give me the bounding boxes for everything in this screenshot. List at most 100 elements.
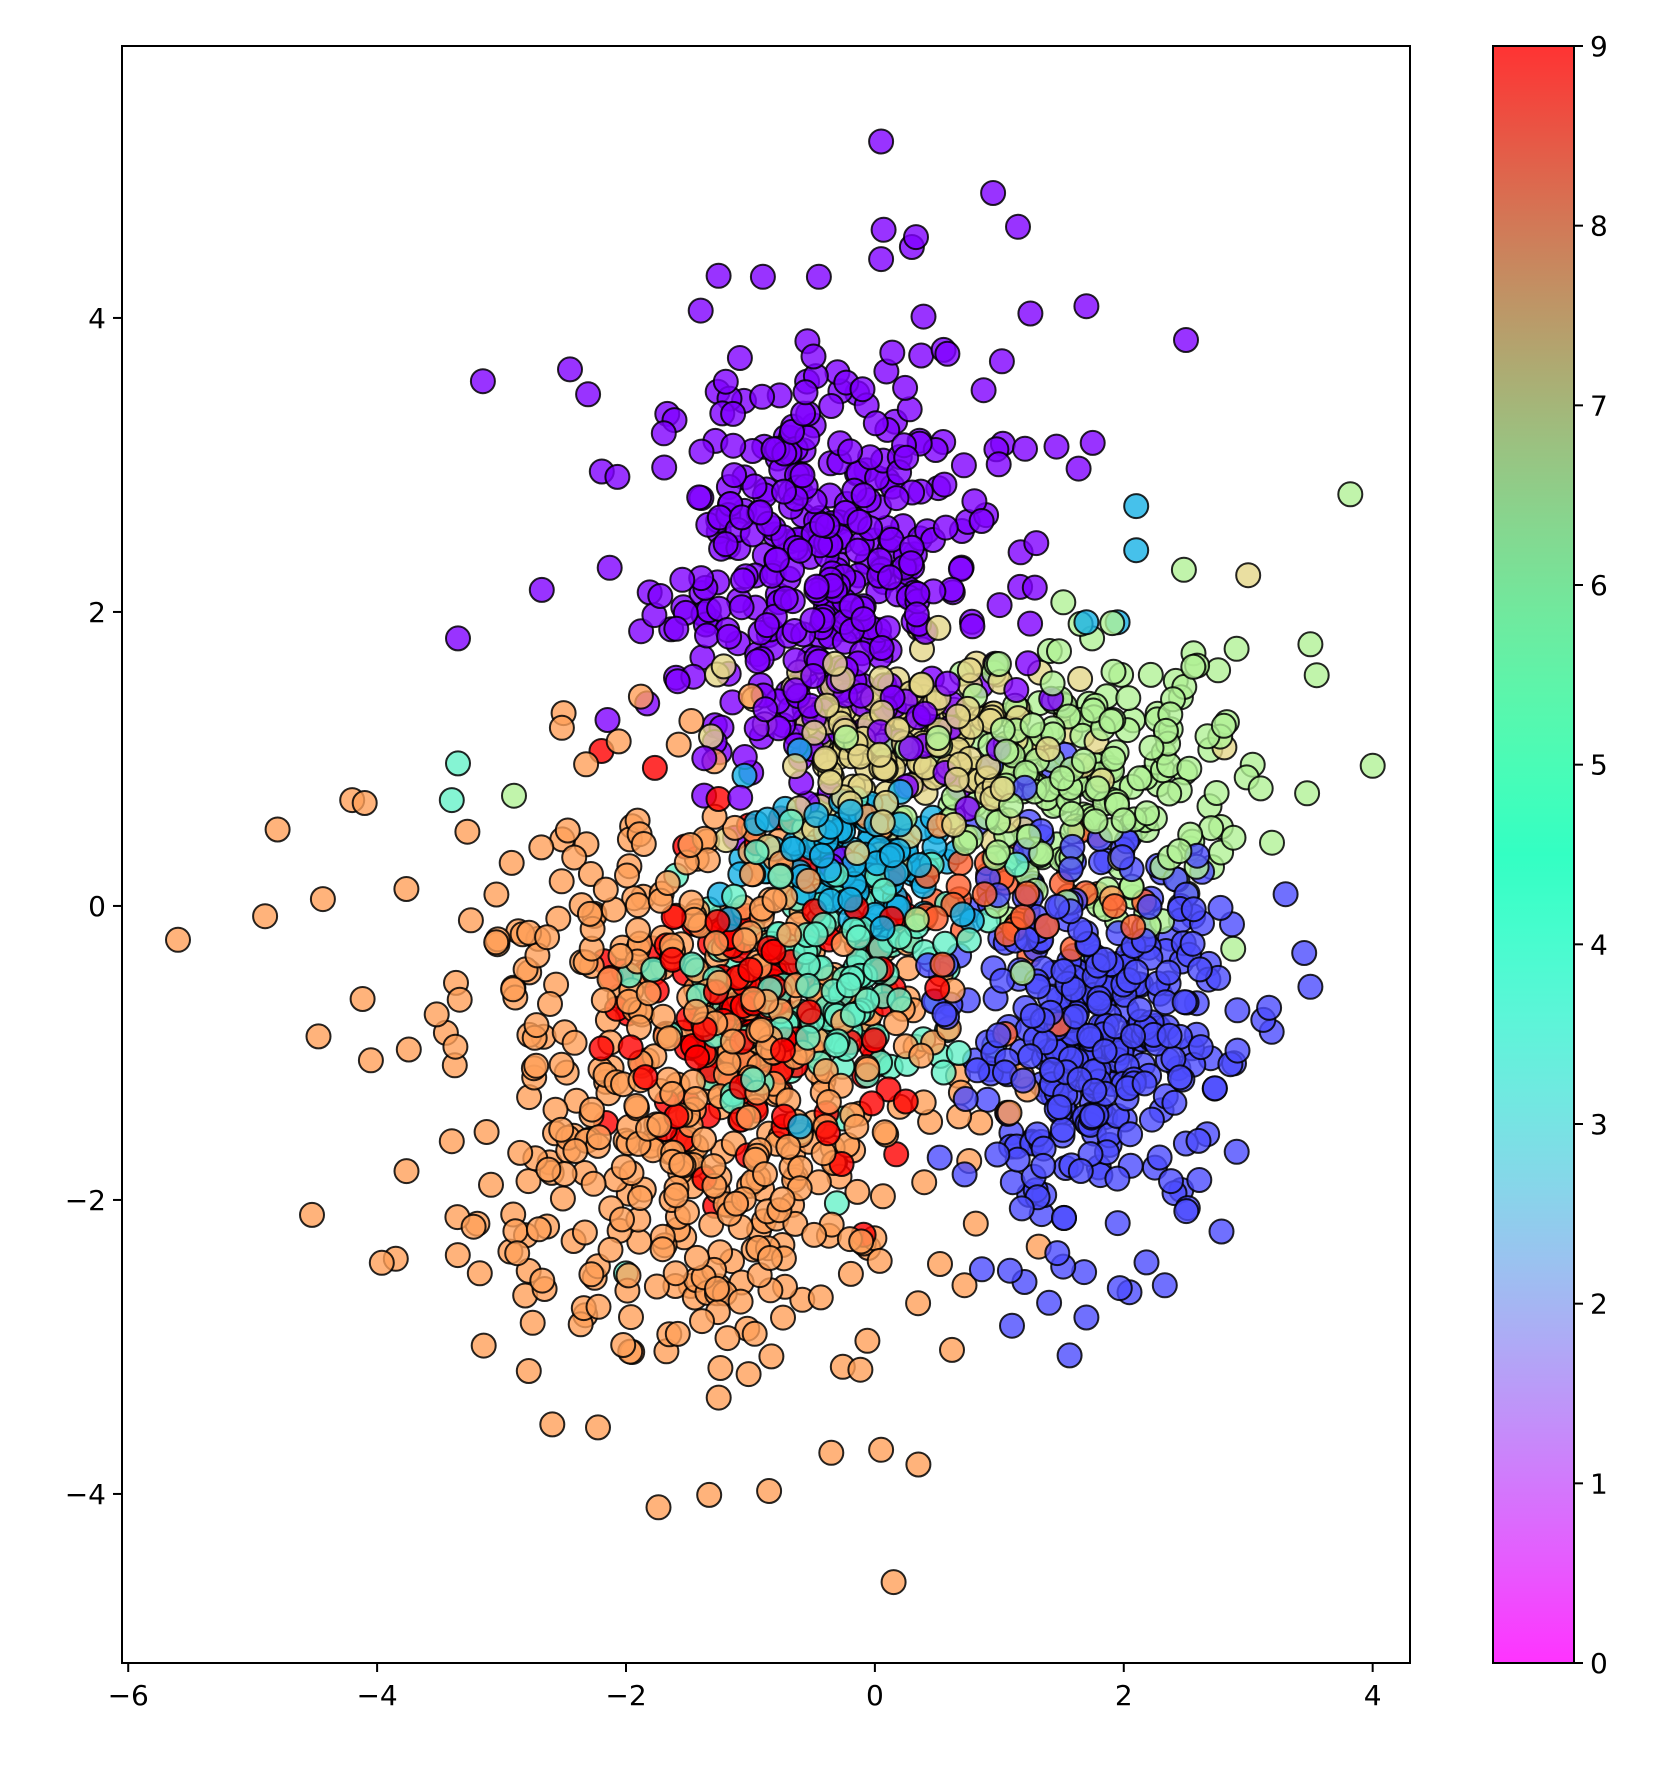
scatter-point-class-5 — [1110, 807, 1137, 834]
scatter-point-class-7 — [854, 1056, 881, 1083]
scatter-point-class-0 — [986, 592, 1013, 619]
scatter-point-class-7 — [478, 1171, 504, 1198]
scatter-point-class-0 — [782, 677, 809, 704]
scatter-point-class-0 — [931, 471, 958, 498]
scatter-point-class-1 — [1079, 1103, 1106, 1130]
scatter-point-class-0 — [868, 128, 895, 155]
scatter-point-class-1 — [931, 1001, 958, 1028]
scatter-point-class-7 — [668, 1151, 695, 1178]
scatter-point-class-4 — [778, 808, 805, 835]
colorbar-tick-label: 3 — [1590, 1108, 1608, 1141]
scatter-point-class-7 — [756, 1245, 783, 1271]
scatter-point-class-1 — [1207, 894, 1234, 921]
scatter-point-class-0 — [594, 707, 621, 733]
scatter-point-class-0 — [1173, 327, 1199, 353]
scatter-point-class-7 — [837, 1260, 864, 1287]
scatter-point-class-0 — [1012, 435, 1038, 462]
scatter-point-class-7 — [525, 1216, 552, 1243]
scatter-point-class-4 — [930, 1059, 957, 1086]
scatter-point-class-7 — [705, 1384, 732, 1411]
scatter-point-class-4 — [845, 924, 872, 951]
scatter-point-class-0 — [879, 339, 906, 366]
scatter-point-class-0 — [934, 670, 961, 697]
scatter-point-class-6 — [941, 811, 968, 838]
scatter-point-class-1 — [984, 1141, 1011, 1168]
scatter-point-class-4 — [886, 987, 913, 1014]
scatter-point-class-7 — [504, 1240, 531, 1267]
scatter-point-class-0 — [760, 436, 787, 463]
scatter-point-class-7 — [444, 1242, 471, 1269]
scatter-point-class-7 — [507, 1139, 534, 1166]
scatter-point-class-7 — [847, 1356, 874, 1383]
scatter-point-class-7 — [539, 1411, 566, 1438]
scatter-point-class-7 — [299, 1201, 325, 1228]
scatter-point-class-6 — [989, 775, 1016, 802]
scatter-point-class-1 — [1030, 1152, 1057, 1179]
scatter-point-class-7 — [264, 816, 291, 843]
scatter-point-class-0 — [868, 246, 895, 273]
scatter-point-class-5 — [1039, 670, 1066, 697]
scatter-point-class-5 — [1046, 638, 1072, 665]
scatter-point-class-5 — [984, 839, 1011, 866]
scatter-point-class-7 — [610, 1154, 637, 1181]
scatter-point-class-0 — [664, 668, 691, 695]
scatter-point-class-0 — [651, 454, 678, 481]
scatter-point-class-6 — [925, 614, 952, 641]
scatter-point-class-0 — [771, 478, 797, 505]
scatter-point-class-2 — [837, 886, 864, 913]
scatter-point-class-8 — [929, 951, 956, 978]
scatter-point-class-7 — [739, 986, 766, 1013]
scatter-point-class-7 — [549, 1185, 576, 1212]
scatter-point-class-0 — [744, 648, 771, 675]
scatter-point-class-7 — [682, 1086, 709, 1112]
scatter-point-class-9 — [588, 1035, 615, 1062]
scatter-point-class-7 — [707, 1355, 734, 1381]
scatter-point-class-7 — [801, 1221, 828, 1248]
scatter-point-class-5 — [1019, 712, 1046, 739]
scatter-point-class-6 — [782, 753, 808, 780]
scatter-point-class-0 — [749, 263, 776, 290]
scatter-point-class-1 — [1120, 1023, 1146, 1050]
scatter-point-class-7 — [951, 1272, 978, 1299]
scatter-point-class-7 — [523, 1012, 550, 1039]
scatter-point-class-0 — [712, 531, 739, 558]
scatter-point-class-5 — [1297, 631, 1324, 658]
scatter-point-class-5 — [985, 651, 1012, 677]
scatter-point-class-7 — [905, 1451, 932, 1478]
scatter-point-class-1 — [1091, 1038, 1118, 1065]
scatter-point-class-1 — [1201, 1075, 1228, 1102]
scatter-point-class-1 — [1185, 1127, 1212, 1154]
scatter-point-class-1 — [1109, 844, 1136, 871]
scatter-point-class-7 — [515, 1358, 542, 1384]
scatter-point-class-0 — [959, 613, 986, 640]
scatter-point-class-7 — [554, 817, 581, 844]
scatter-point-class-7 — [483, 929, 510, 956]
scatter-point-class-7 — [939, 1336, 965, 1363]
scatter-point-class-7 — [423, 1001, 450, 1028]
scatter-point-class-7 — [696, 1481, 723, 1508]
scatter-point-class-5 — [1115, 685, 1142, 712]
scatter-point-class-7 — [871, 1119, 898, 1146]
plot-frame — [121, 45, 1411, 1664]
scatter-point-class-4 — [445, 750, 471, 777]
scatter-point-class-6 — [710, 653, 737, 680]
scatter-point-class-9 — [924, 975, 951, 1002]
scatter-point-class-7 — [866, 1247, 893, 1274]
scatter-point-class-9 — [858, 1090, 885, 1117]
scatter-point-class-2 — [1123, 493, 1150, 520]
scatter-point-class-0 — [912, 700, 938, 727]
scatter-point-class-6 — [698, 723, 724, 750]
scatter-point-class-2 — [869, 915, 896, 942]
scatter-point-class-1 — [1104, 1210, 1131, 1237]
scatter-point-class-0 — [800, 343, 827, 370]
scatter-point-class-7 — [741, 1320, 768, 1347]
scatter-point-class-2 — [803, 802, 830, 828]
scatter-point-class-0 — [752, 696, 779, 723]
scatter-point-class-7 — [880, 1569, 907, 1596]
scatter-point-class-7 — [625, 917, 651, 944]
scatter-point-class-0 — [720, 400, 747, 427]
scatter-point-class-0 — [787, 537, 813, 564]
scatter-point-class-0 — [445, 625, 471, 652]
scatter-point-class-7 — [883, 1010, 910, 1037]
scatter-point-class-5 — [1180, 653, 1207, 680]
